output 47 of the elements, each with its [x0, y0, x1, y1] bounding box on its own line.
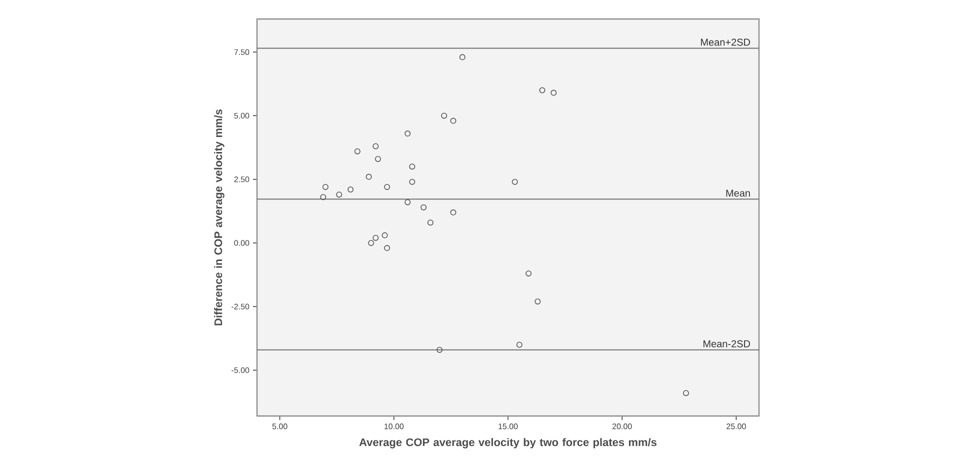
y-tick-label: 0.00	[234, 240, 250, 246]
point	[409, 164, 416, 170]
point	[420, 204, 427, 210]
point	[534, 298, 541, 304]
point	[372, 234, 379, 241]
point	[384, 184, 390, 190]
point	[354, 148, 360, 154]
y-tick-label: -5.00	[232, 367, 250, 374]
point	[404, 199, 411, 206]
point	[348, 186, 354, 192]
point	[322, 184, 328, 190]
point	[382, 232, 388, 238]
x-tick-label: 20.00	[612, 424, 632, 430]
point	[450, 118, 456, 124]
ref-line-label: Mean	[726, 190, 750, 197]
ref-line-label: Mean-2SD	[704, 340, 750, 348]
point	[526, 270, 532, 276]
point	[320, 194, 326, 200]
y-tick-label: 7.50	[234, 49, 250, 55]
y-axis-title: Difference in COP average velocity mm/s	[214, 109, 224, 326]
y-tick-label: 2.50	[234, 176, 250, 182]
point	[374, 156, 381, 162]
ref-line-label: Mean+2SD	[701, 38, 750, 46]
point	[384, 245, 390, 252]
point	[436, 346, 443, 353]
point	[459, 54, 466, 60]
y-tick-label: -2.50	[232, 304, 250, 310]
x-tick-label: 25.00	[726, 424, 746, 430]
point	[336, 192, 342, 198]
point	[409, 178, 416, 185]
point	[516, 342, 522, 348]
point	[539, 87, 546, 94]
x-tick-label: 5.00	[272, 424, 288, 430]
point	[441, 112, 448, 119]
point	[512, 178, 518, 185]
x-axis-title: Average COP average velocity by two force plates mm/s	[359, 438, 656, 448]
point	[427, 220, 434, 226]
x-tick-label: 15.00	[498, 424, 518, 430]
point	[372, 143, 379, 150]
point	[404, 130, 411, 137]
point	[366, 174, 372, 180]
point	[368, 240, 374, 246]
point	[450, 209, 456, 216]
point	[550, 90, 557, 96]
y-tick-label: 5.00	[234, 112, 250, 119]
x-tick-label: 10.00	[384, 424, 404, 430]
point	[682, 390, 689, 396]
